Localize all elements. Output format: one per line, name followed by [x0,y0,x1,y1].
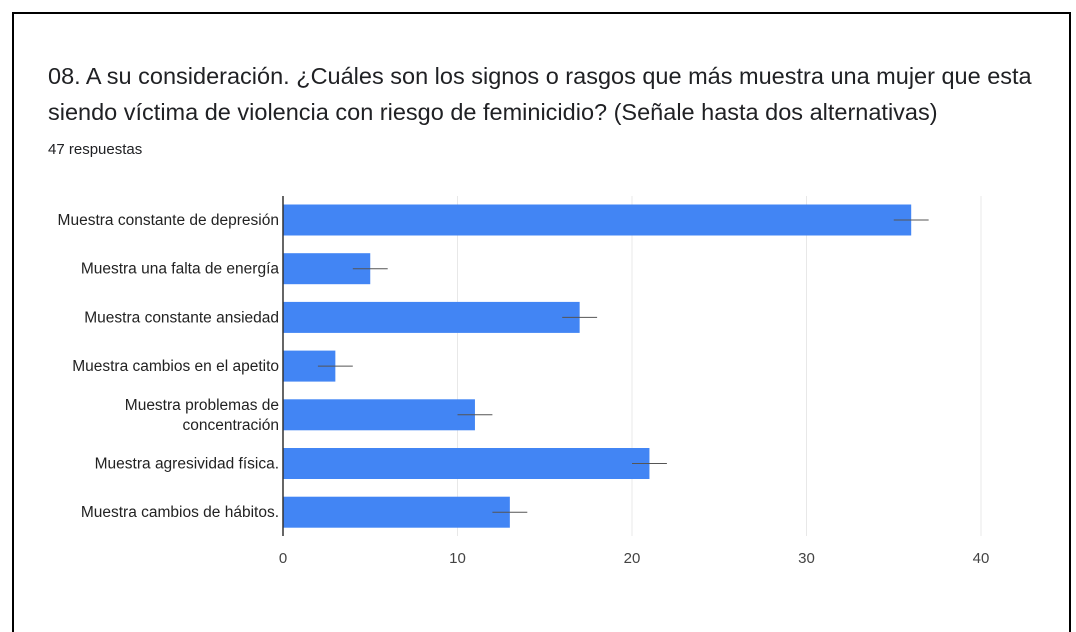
x-tick-label: 10 [449,550,466,567]
category-label: Muestra constante de depresión [58,212,279,229]
category-label: concentración [182,417,279,434]
chart-gridlines [457,196,982,536]
x-tick-label: 20 [624,550,641,567]
x-tick-label: 0 [279,550,287,567]
bar [283,399,475,431]
category-label: Muestra problemas de [125,397,279,414]
chart-category-labels: Muestra constante de depresión Muestra un… [58,212,280,521]
question-title: 08. A su consideración. ¿Cuáles son los … [48,63,1032,125]
category-label: Muestra una falta de energía [81,261,280,278]
x-tick-label: 30 [798,550,815,567]
response-count: 47 respuestas [48,141,143,158]
chart-x-tick-labels: 0 10 20 30 40 [279,550,990,567]
category-label: Muestra cambios en el apetito [72,358,279,375]
bar [283,301,580,333]
category-label: Muestra constante ansiedad [84,309,279,326]
x-tick-label: 40 [973,550,990,567]
chart-bars [283,204,929,528]
category-label: Muestra cambios de hábitos. [81,504,279,521]
bar [283,496,510,528]
bar [283,448,650,479]
bar [283,204,912,236]
category-label: Muestra agresividad física. [95,456,279,473]
